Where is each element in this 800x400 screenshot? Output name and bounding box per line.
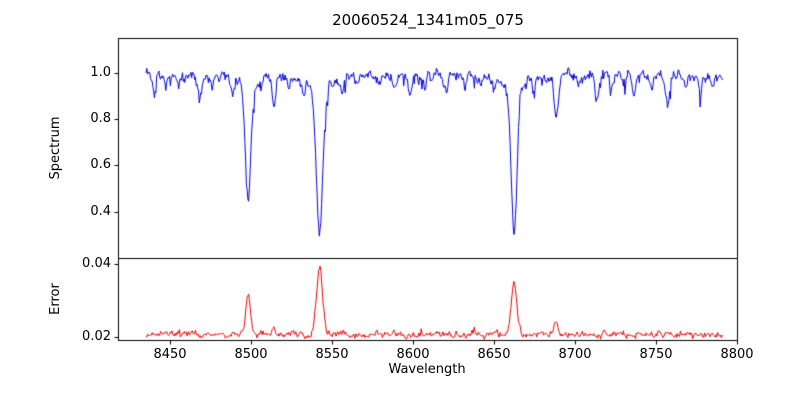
x-tick-label: 8600 (396, 347, 430, 362)
x-tick-label: 8550 (315, 347, 349, 362)
spectrum-y-tick-label: 0.4 (90, 204, 111, 219)
spectrum-y-tick-label: 0.6 (90, 157, 111, 172)
x-tick-label: 8750 (639, 347, 673, 362)
error-y-tick-label: 0.04 (82, 256, 111, 271)
chart-title: 20060524_1341m05_075 (332, 11, 524, 29)
spectrum-y-tick-label: 1.0 (90, 65, 111, 80)
x-tick-label: 8650 (477, 347, 511, 362)
spectrum-axis-label: Spectrum (48, 116, 63, 180)
x-tick-label: 8800 (720, 347, 754, 362)
x-tick-label: 8700 (558, 347, 592, 362)
x-tick-label: 8450 (153, 347, 187, 362)
error-y-tick-label: 0.02 (82, 329, 111, 344)
spectrum-y-tick-label: 0.8 (90, 111, 111, 126)
x-tick-label: 8500 (234, 347, 268, 362)
wavelength-axis-label: Wavelength (388, 362, 466, 377)
error-axis-label: Error (48, 283, 63, 315)
